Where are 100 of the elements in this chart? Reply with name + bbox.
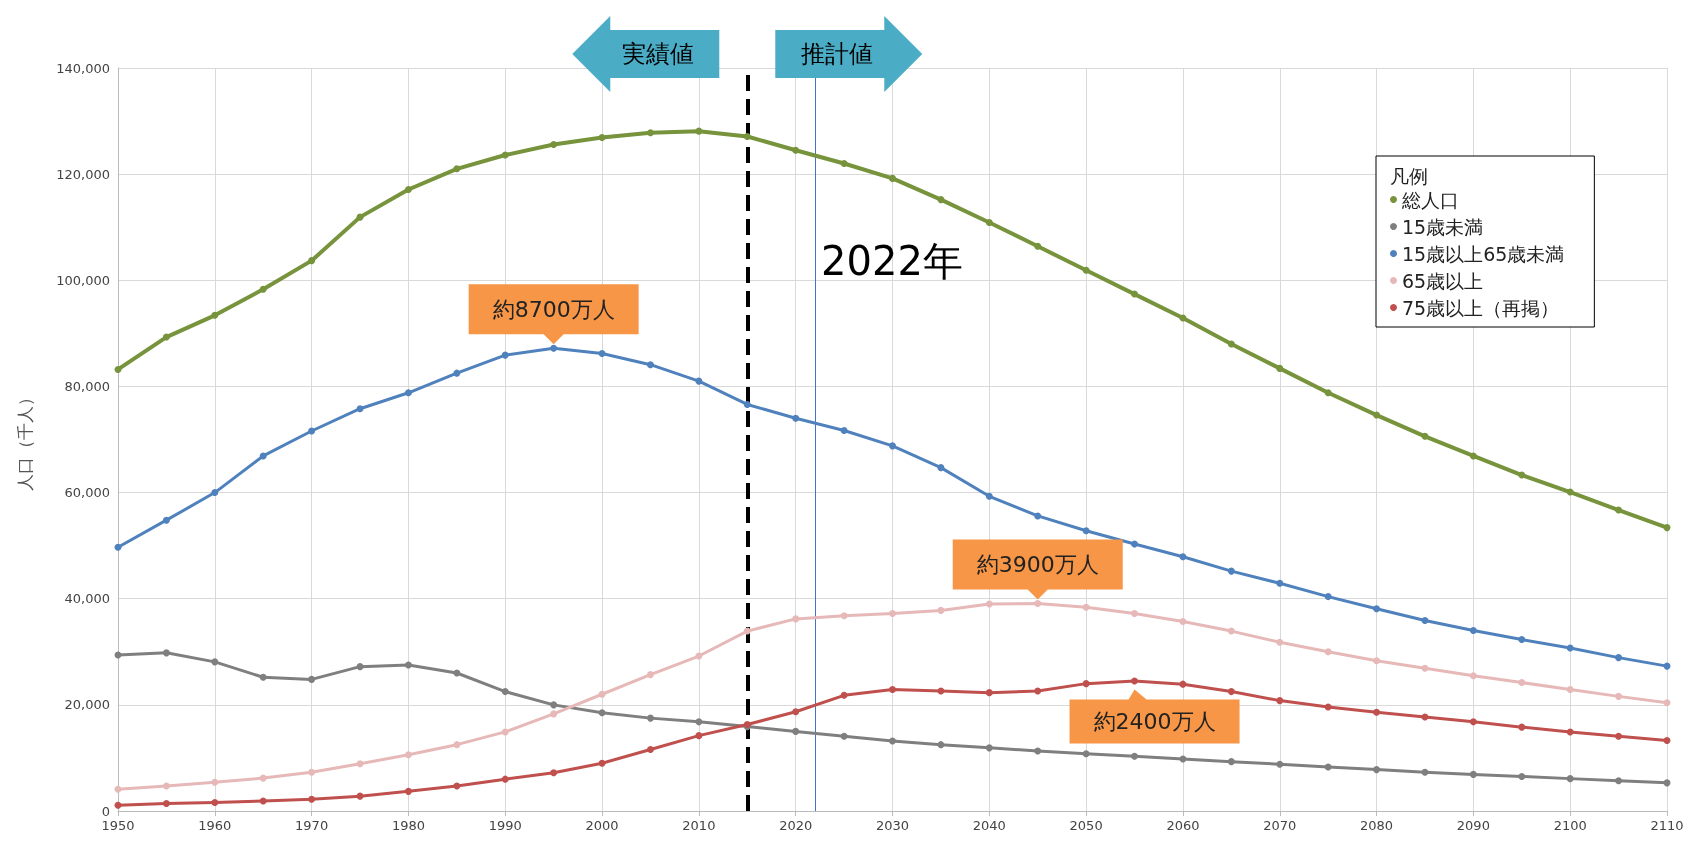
point [889, 610, 896, 618]
point [695, 718, 703, 726]
point [550, 710, 558, 718]
point [646, 129, 654, 137]
x-tick-label: 2110 [1650, 818, 1684, 833]
point [743, 400, 751, 408]
point [840, 160, 848, 168]
x-tick-label: 2000 [585, 818, 619, 833]
point [453, 782, 461, 790]
annotation: 約8700万人 [492, 296, 615, 322]
x-tick-label: 2080 [1360, 818, 1394, 833]
point [889, 174, 896, 182]
point [114, 543, 122, 551]
point [646, 745, 654, 753]
point [1566, 644, 1574, 652]
point [743, 132, 751, 140]
point [1324, 593, 1332, 601]
x-tick-label: 2040 [972, 818, 1006, 833]
point [1179, 618, 1187, 626]
point [162, 333, 170, 341]
point [550, 140, 558, 148]
point [1518, 679, 1526, 687]
point [598, 134, 606, 142]
point [1034, 747, 1042, 755]
x-tick-label: 2010 [682, 818, 716, 833]
point [550, 344, 558, 352]
point [1324, 648, 1332, 656]
point [404, 751, 412, 759]
x-tick-label: 1960 [198, 818, 232, 833]
point [211, 778, 219, 786]
y-tick-label: 60,000 [64, 485, 110, 501]
point [840, 691, 848, 699]
point [453, 369, 461, 377]
y-axis-title: 人口（千人） [14, 388, 35, 491]
point [162, 782, 170, 790]
point [259, 774, 267, 782]
point [1131, 677, 1139, 685]
point [1518, 636, 1526, 644]
point [1131, 610, 1139, 618]
point [211, 311, 219, 319]
point [1276, 364, 1284, 372]
point [937, 606, 945, 614]
legend-label: 75歳以上（再掲） [1402, 296, 1560, 319]
point [308, 795, 316, 803]
point [840, 426, 848, 434]
point [1518, 723, 1526, 731]
y-tick-label: 40,000 [64, 591, 110, 607]
x-tick-label: 1950 [101, 818, 135, 833]
point [404, 787, 412, 795]
point [259, 452, 267, 460]
point [1082, 603, 1090, 611]
x-tick-label: 2050 [1069, 818, 1103, 833]
point [1615, 692, 1623, 700]
point [1227, 567, 1235, 575]
x-tick-label: 2090 [1456, 818, 1490, 833]
point [211, 658, 219, 666]
point [695, 127, 703, 135]
point [1179, 553, 1187, 561]
point [840, 612, 848, 620]
point [1663, 524, 1671, 532]
text: 推計値 [800, 40, 873, 68]
point [1469, 627, 1477, 635]
point [404, 186, 412, 194]
point [792, 414, 800, 422]
point [1227, 340, 1235, 348]
point [1034, 512, 1042, 520]
point [1518, 773, 1526, 780]
point [646, 671, 654, 679]
point [356, 760, 364, 768]
point [937, 741, 945, 749]
point [453, 165, 461, 173]
point [598, 350, 606, 358]
point [1566, 775, 1574, 783]
point [1082, 266, 1090, 274]
point [1566, 488, 1574, 496]
point [985, 744, 993, 752]
point [1034, 242, 1042, 250]
point [162, 800, 170, 808]
x-tick-label: 1970 [295, 818, 329, 833]
point [598, 709, 606, 717]
point [1663, 699, 1671, 707]
point [937, 196, 945, 204]
point [695, 732, 703, 740]
point [211, 799, 219, 807]
point [1373, 766, 1381, 774]
point [889, 685, 896, 693]
y-tick-label: 0 [101, 803, 110, 819]
point [453, 741, 461, 749]
point [162, 649, 170, 657]
point [1615, 732, 1623, 740]
y-tick-label: 80,000 [64, 378, 110, 394]
point [1227, 688, 1235, 696]
point [985, 218, 993, 226]
point [598, 690, 606, 698]
point [308, 768, 316, 776]
point [404, 389, 412, 397]
point [1276, 697, 1284, 705]
point [1324, 703, 1332, 711]
point [1421, 432, 1429, 440]
point [646, 714, 654, 722]
